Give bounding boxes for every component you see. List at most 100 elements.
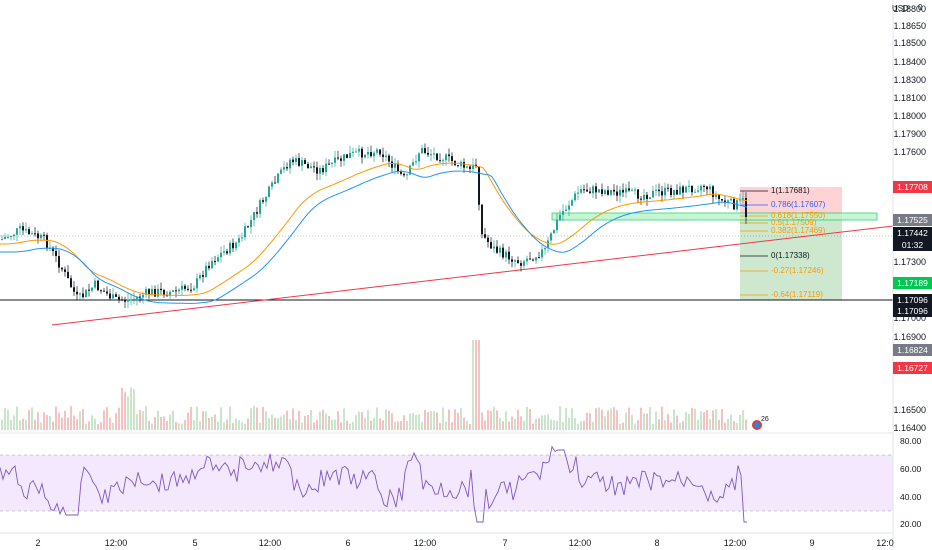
volume-bar <box>661 406 663 430</box>
rising-trendline[interactable] <box>51 225 894 326</box>
price-axis-label: 1.18500 <box>893 38 926 48</box>
volume-bar <box>274 417 276 430</box>
candle-body <box>304 160 306 164</box>
volume-bar <box>412 413 414 430</box>
candle-body <box>652 190 654 198</box>
candle-body <box>322 168 324 173</box>
candle-body <box>637 189 639 199</box>
candle-body <box>148 289 150 294</box>
volume-bar <box>88 421 90 430</box>
candle-body <box>127 299 129 302</box>
candle-body <box>298 158 300 166</box>
price-axis-label: 1.18000 <box>893 111 926 121</box>
candle-body <box>136 296 138 299</box>
candle-body <box>256 212 258 214</box>
volume-bar <box>643 413 645 430</box>
candle-body <box>7 236 9 238</box>
price-axis-label: 1.17000 <box>893 313 926 323</box>
volume-bar <box>295 419 297 430</box>
volume-bar <box>574 418 576 430</box>
candle-body <box>307 163 309 169</box>
volume-bar <box>700 411 702 430</box>
fib-level-label: -0.64(1.17119) <box>771 290 823 299</box>
volume-bar <box>205 411 207 430</box>
candle-body <box>475 164 477 167</box>
fibonacci-lines[interactable] <box>740 190 768 296</box>
candle-body <box>463 161 465 168</box>
candle-body <box>487 237 489 243</box>
candle-body <box>73 287 75 292</box>
volume-bar <box>634 423 636 430</box>
volume-bar <box>271 414 273 430</box>
volume-bar <box>631 414 633 430</box>
candle-body <box>193 288 195 291</box>
volume-bar <box>433 411 435 430</box>
price-tag: 1.16824 <box>893 344 932 356</box>
candle-body <box>301 160 303 166</box>
volume-bar <box>298 410 300 430</box>
candle-body <box>412 162 414 166</box>
candle-body <box>700 185 702 191</box>
volume-bar <box>619 423 621 430</box>
candle-body <box>55 250 57 257</box>
candle-body <box>664 187 666 196</box>
volume-bar <box>616 410 618 430</box>
volume-bar <box>658 419 660 430</box>
support-zone-box[interactable] <box>551 212 878 221</box>
volume-bar <box>172 410 174 430</box>
candle-body <box>502 247 504 258</box>
volume-bar <box>487 410 489 430</box>
volume-bar <box>382 420 384 430</box>
candle-body <box>325 163 327 173</box>
volume-bar <box>145 406 147 430</box>
candle-body <box>673 189 675 196</box>
candle-body <box>172 290 174 292</box>
volume-bar <box>592 421 594 430</box>
volume-bar <box>556 420 558 430</box>
volume-bar <box>148 420 150 430</box>
candle-body <box>142 294 144 298</box>
candle-body <box>547 240 549 248</box>
currency-label: USD <box>892 4 909 13</box>
volume-bar <box>232 423 234 430</box>
candle-body <box>436 153 438 161</box>
volume-bar <box>568 417 570 430</box>
candle-body <box>91 287 93 291</box>
volume-bar <box>76 419 78 430</box>
volume-bar <box>523 420 525 430</box>
volume-bar <box>226 419 228 430</box>
volume-bar <box>67 417 69 430</box>
candle-body <box>388 155 390 162</box>
volume-bar <box>733 421 735 430</box>
candle-body <box>523 261 525 266</box>
take-profit-zone[interactable] <box>740 219 842 300</box>
volume-bar <box>337 410 339 430</box>
volume-bar <box>253 406 255 430</box>
candle-body <box>691 185 693 193</box>
candle-body <box>613 189 615 192</box>
candle-body <box>46 235 48 248</box>
candle-body <box>151 289 153 294</box>
candle-body <box>715 195 717 198</box>
candle-body <box>679 186 681 195</box>
volume-bar <box>583 420 585 430</box>
candle-body <box>601 189 603 194</box>
candle-body <box>28 229 30 235</box>
volume-bar <box>187 412 189 430</box>
volume-bar <box>484 420 486 430</box>
volume-bar <box>22 418 24 430</box>
candle-body <box>79 293 81 295</box>
candle-body <box>214 261 216 263</box>
candle-body <box>166 295 168 297</box>
volume-bar <box>478 340 480 430</box>
volume-bar <box>529 409 531 430</box>
volume-bar <box>466 420 468 430</box>
volume-bar <box>577 423 579 430</box>
volume-bar <box>280 416 282 430</box>
volume-bar <box>655 411 657 430</box>
volume-bar <box>82 409 84 430</box>
candle-body <box>631 189 633 191</box>
candle-body <box>712 186 714 198</box>
volume-bar <box>220 407 222 430</box>
